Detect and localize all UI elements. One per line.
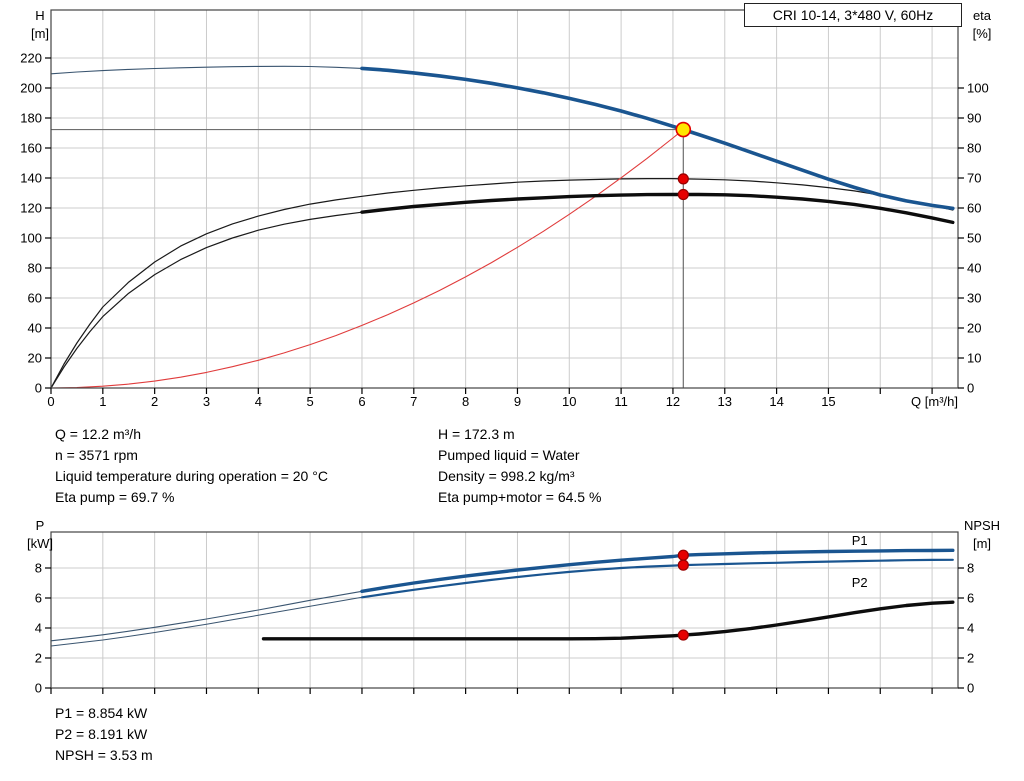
tick-label-right: 50 — [967, 231, 981, 246]
tick-label-x: 12 — [666, 394, 680, 409]
info-line-n: n = 3571 rpm — [55, 447, 138, 463]
info-line-npsh: NPSH = 3.53 m — [55, 747, 153, 763]
info-line-eta-pump: Eta pump = 69.7 % — [55, 489, 175, 505]
tick-label-right: 60 — [967, 201, 981, 216]
curve-title-box: CRI 10-14, 3*480 V, 60Hz — [744, 3, 962, 27]
tick-label-left: 4 — [35, 621, 42, 636]
tick-label-x: 1 — [99, 394, 106, 409]
tick-label-left: 220 — [20, 51, 42, 66]
y-left-axis-title: H — [35, 8, 44, 23]
tick-label-left: 100 — [20, 231, 42, 246]
tick-label-x: 15 — [821, 394, 835, 409]
series-eta-pump-motor — [360, 192, 955, 225]
tick-label-right: 10 — [967, 351, 981, 366]
tick-label-right: 8 — [967, 561, 974, 576]
tick-label-x: 3 — [203, 394, 210, 409]
tick-label-right: 4 — [967, 621, 974, 636]
y-left-axis-title: P — [36, 518, 45, 533]
p2-point — [677, 559, 689, 571]
y-right-axis-title: [%] — [973, 26, 992, 41]
tick-label-x: 14 — [769, 394, 783, 409]
duty-point — [675, 121, 692, 138]
curve-label-p2: P2 — [852, 575, 868, 590]
tick-label-x: 7 — [410, 394, 417, 409]
series-system-curve — [50, 129, 684, 389]
tick-label-x: 11 — [614, 394, 628, 409]
tick-label-x: 6 — [358, 394, 365, 409]
tick-label-right: 100 — [967, 81, 989, 96]
power-npsh-chart: 0 2 4 6 8 0 2 4 6 8 P [kW] NPSH [m] P1 P2 — [27, 518, 1000, 696]
y-left-axis-title: [m] — [31, 26, 49, 41]
power-info: P1 = 8.854 kW P2 = 8.191 kW NPSH = 3.53 … — [55, 703, 153, 766]
tick-label-x: 9 — [514, 394, 521, 409]
series-eta-pump-motor-thin — [50, 211, 363, 389]
y-right-axis-title: [m] — [973, 536, 991, 551]
hq-eta-chart: 0204060801001201401601802002200102030405… — [20, 8, 992, 409]
tick-label-left: 20 — [28, 351, 42, 366]
y-left-axis-title: [kW] — [27, 536, 53, 551]
info-line-density: Density = 998.2 kg/m³ — [438, 468, 575, 484]
tick-label-left: 8 — [35, 561, 42, 576]
tick-label-x: 0 — [47, 394, 54, 409]
info-line-eta-pump-motor: Eta pump+motor = 64.5 % — [438, 489, 602, 505]
tick-label-x: 8 — [462, 394, 469, 409]
x-axis-title: Q [m³/h] — [911, 394, 958, 409]
eta-pump-point — [677, 173, 689, 185]
y-right-axis-title: eta — [973, 8, 992, 23]
tick-label-left: 80 — [28, 261, 42, 276]
y-right-axis-title: NPSH — [964, 518, 1000, 533]
tick-label-left: 40 — [28, 321, 42, 336]
tick-label-right: 40 — [967, 261, 981, 276]
tick-label-left: 120 — [20, 201, 42, 216]
tick-label-left: 160 — [20, 141, 42, 156]
tick-label-right: 6 — [967, 591, 974, 606]
info-line-p1: P1 = 8.854 kW — [55, 705, 148, 721]
tick-label-left: 200 — [20, 81, 42, 96]
series-p1 — [360, 548, 955, 594]
tick-label-right: 90 — [967, 111, 981, 126]
series-eta-pump — [50, 178, 954, 389]
info-line-liquid: Pumped liquid = Water — [438, 447, 580, 463]
tick-label-left: 2 — [35, 651, 42, 666]
tick-label-x: 5 — [307, 394, 314, 409]
tick-label-right: 0 — [967, 681, 974, 696]
tick-label-x: 13 — [718, 394, 732, 409]
info-line-temperature: Liquid temperature during operation = 20… — [55, 468, 328, 484]
tick-label-right: 30 — [967, 291, 981, 306]
duty-info-right: H = 172.3 m Pumped liquid = Water Densit… — [438, 424, 601, 508]
series-p1-thin — [50, 590, 363, 642]
tick-label-left: 60 — [28, 291, 42, 306]
duty-info-left: Q = 12.2 m³/h n = 3571 rpm Liquid temper… — [55, 424, 328, 508]
tick-label-left: 140 — [20, 171, 42, 186]
plot-frame — [50, 9, 959, 389]
info-line-p2: P2 = 8.191 kW — [55, 726, 148, 742]
series-p2-thin — [50, 596, 363, 647]
tick-label-left: 0 — [35, 681, 42, 696]
tick-label-left: 180 — [20, 111, 42, 126]
info-line-h: H = 172.3 m — [438, 426, 515, 442]
series-h-main — [360, 66, 955, 211]
p1-point — [677, 549, 689, 561]
tick-label-right: 70 — [967, 171, 981, 186]
tick-label-x: 4 — [255, 394, 262, 409]
eta-pump-motor-point — [677, 188, 689, 201]
plot-frame — [50, 531, 959, 689]
tick-label-right: 0 — [967, 381, 974, 396]
curve-label-p1: P1 — [852, 533, 868, 548]
tick-label-right: 20 — [967, 321, 981, 336]
tick-label-right: 80 — [967, 141, 981, 156]
series-p2 — [360, 558, 954, 599]
series-h-thin — [50, 65, 384, 75]
series-npsh — [261, 600, 955, 641]
tick-label-right: 2 — [967, 651, 974, 666]
tick-label-left: 6 — [35, 591, 42, 606]
npsh-point — [677, 629, 689, 641]
tick-label-x: 2 — [151, 394, 158, 409]
tick-label-left: 0 — [35, 381, 42, 396]
info-line-q: Q = 12.2 m³/h — [55, 426, 141, 442]
tick-label-x: 10 — [562, 394, 576, 409]
